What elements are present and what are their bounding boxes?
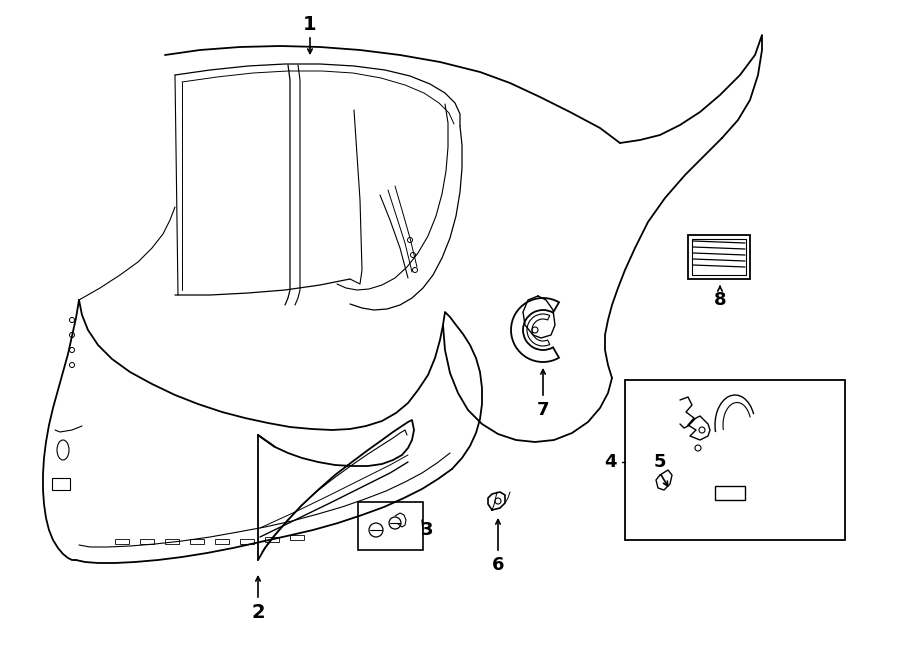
- Text: 8: 8: [714, 291, 726, 309]
- Bar: [140, 539, 154, 544]
- Bar: [265, 537, 279, 542]
- Text: 5: 5: [653, 453, 666, 471]
- Bar: [115, 539, 129, 544]
- Text: 2: 2: [251, 602, 265, 621]
- Text: 6: 6: [491, 556, 504, 574]
- Bar: [52, 478, 70, 490]
- Bar: [625, 380, 845, 540]
- Bar: [215, 539, 229, 544]
- Bar: [165, 539, 179, 544]
- Text: 1: 1: [303, 15, 317, 34]
- Bar: [290, 535, 304, 540]
- Text: 4: 4: [604, 453, 617, 471]
- Text: 3: 3: [421, 521, 433, 539]
- Bar: [240, 539, 254, 544]
- Bar: [692, 239, 746, 275]
- Bar: [358, 502, 423, 550]
- Bar: [715, 486, 745, 500]
- Bar: [190, 539, 204, 544]
- Bar: [688, 235, 750, 279]
- Text: 7: 7: [536, 401, 549, 419]
